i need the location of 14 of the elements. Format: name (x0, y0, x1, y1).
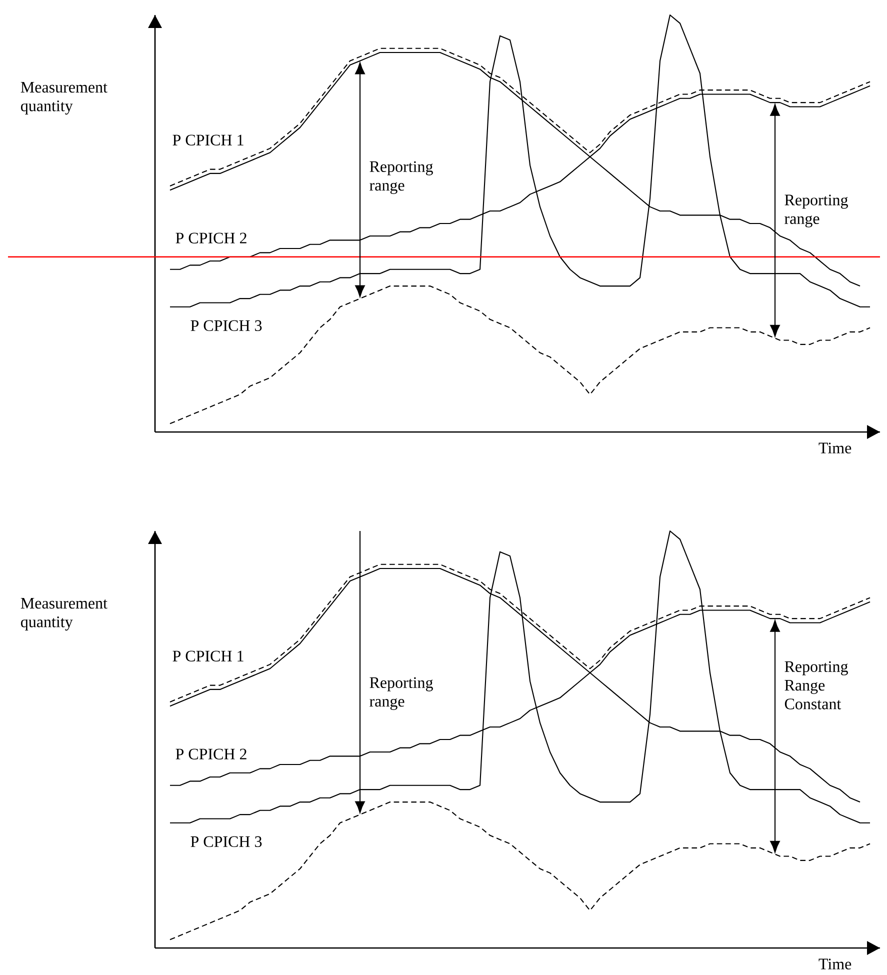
annotation: Reporting range (370, 677, 433, 710)
annotation: Reporting range (370, 161, 433, 194)
annotation: Reporting Range Constant (784, 661, 848, 710)
series-label: P CPICH 3 (190, 836, 262, 848)
series-label: P CPICH 2 (176, 748, 246, 760)
y-axis-title: Measurement quantity (20, 598, 108, 631)
x-axis-title: Time (818, 442, 852, 454)
series-label: P CPICH 1 (172, 134, 244, 146)
x-axis-title: Time (818, 958, 852, 970)
annotation: Reporting range (784, 194, 848, 228)
series-label: P CPICH 3 (190, 320, 262, 332)
series-label: P CPICH 1 (172, 650, 244, 662)
y-axis-title: Measurement quantity (20, 82, 108, 115)
series-label: P CPICH 2 (176, 232, 246, 244)
